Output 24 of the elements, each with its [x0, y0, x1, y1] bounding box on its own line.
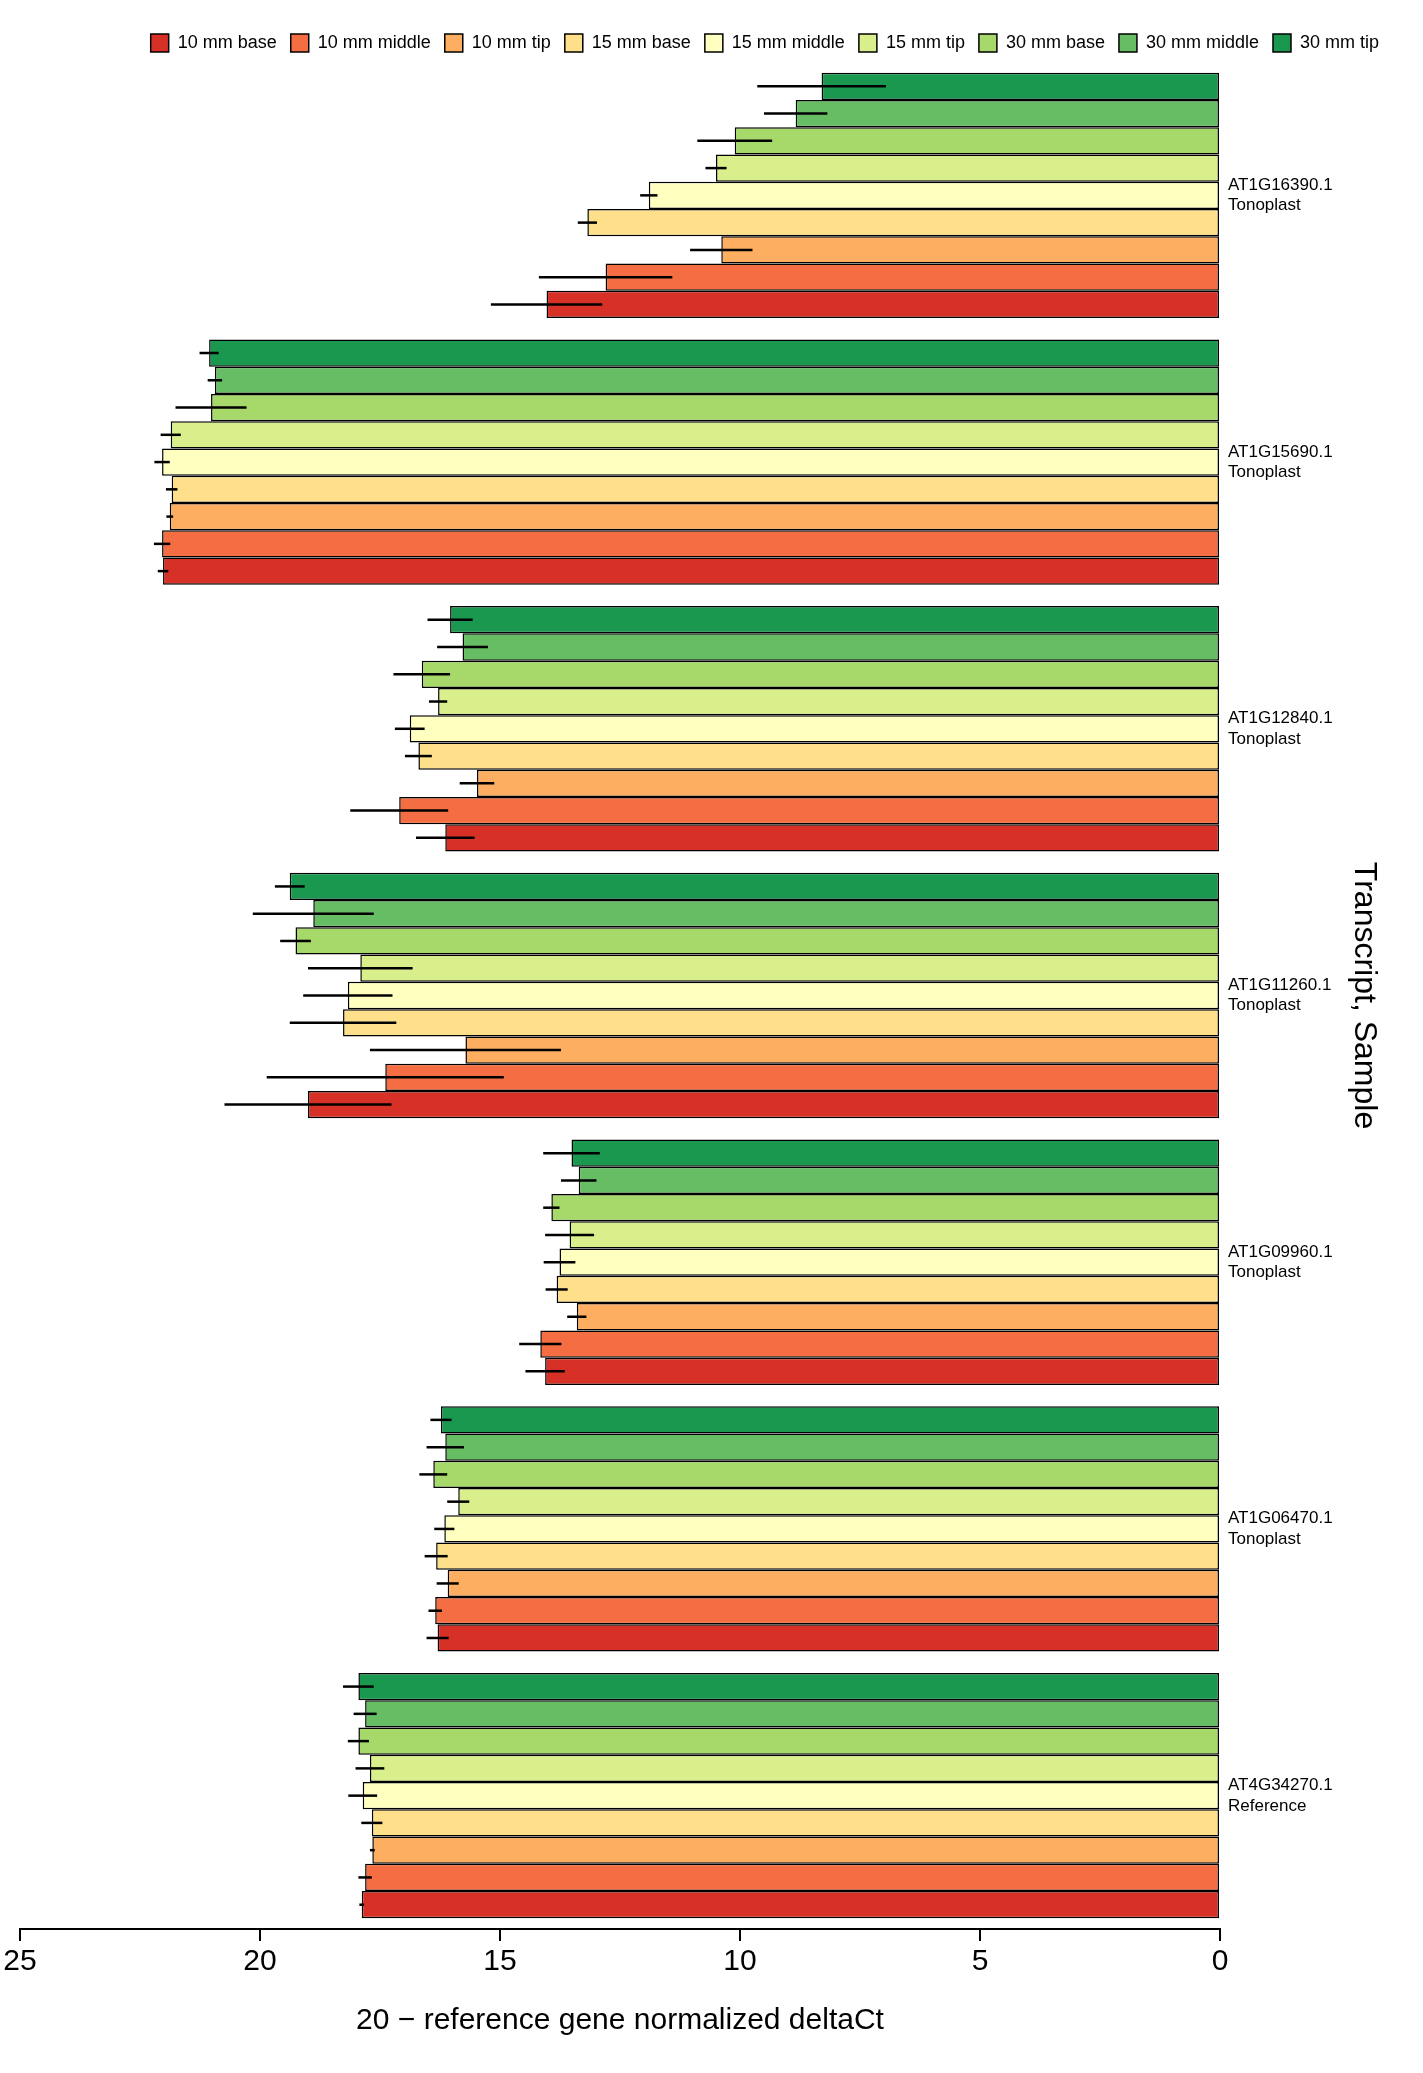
- y-tick-label: AT4G34270.1 Reference: [1228, 1775, 1333, 1815]
- x-tick-label: 10: [723, 1943, 757, 1977]
- legend-label: 15 mm base: [591, 31, 691, 52]
- x-axis-title: 20 − reference gene normalized deltaCt: [356, 2002, 885, 2036]
- legend-label: 15 mm tip: [885, 31, 965, 52]
- legend-label: 15 mm middle: [731, 31, 845, 52]
- x-tick-label: 5: [971, 1943, 989, 1977]
- y-tick-label: AT1G12840.1 Tonoplast: [1228, 708, 1333, 748]
- y-tick-label: AT1G16390.1 Tonoplast: [1228, 174, 1333, 215]
- y-tick-label: AT1G09960.1 Tonoplast: [1228, 1241, 1333, 1282]
- y-tick-label: AT1G11260.1 Tonoplast: [1228, 974, 1332, 1015]
- legend-label: 10 mm middle: [317, 31, 431, 52]
- legend-label: 30 mm tip: [1299, 31, 1380, 52]
- legend-label: 10 mm tip: [471, 31, 551, 52]
- x-tick-label: 15: [483, 1943, 517, 1977]
- y-axis-title: Transcript, Sample: [1347, 861, 1384, 1130]
- x-tick-label: 0: [1211, 1943, 1229, 1977]
- legend-label: 10 mm base: [177, 31, 277, 52]
- y-tick-label: AT1G15690.1 Tonoplast: [1228, 441, 1333, 481]
- x-tick-label: 20: [243, 1943, 277, 1977]
- x-tick-label: 25: [3, 1943, 37, 1977]
- y-tick-label: AT1G06470.1 Tonoplast: [1228, 1508, 1333, 1548]
- legend-label: 30 mm base: [1005, 31, 1105, 52]
- legend-label: 30 mm middle: [1145, 31, 1259, 52]
